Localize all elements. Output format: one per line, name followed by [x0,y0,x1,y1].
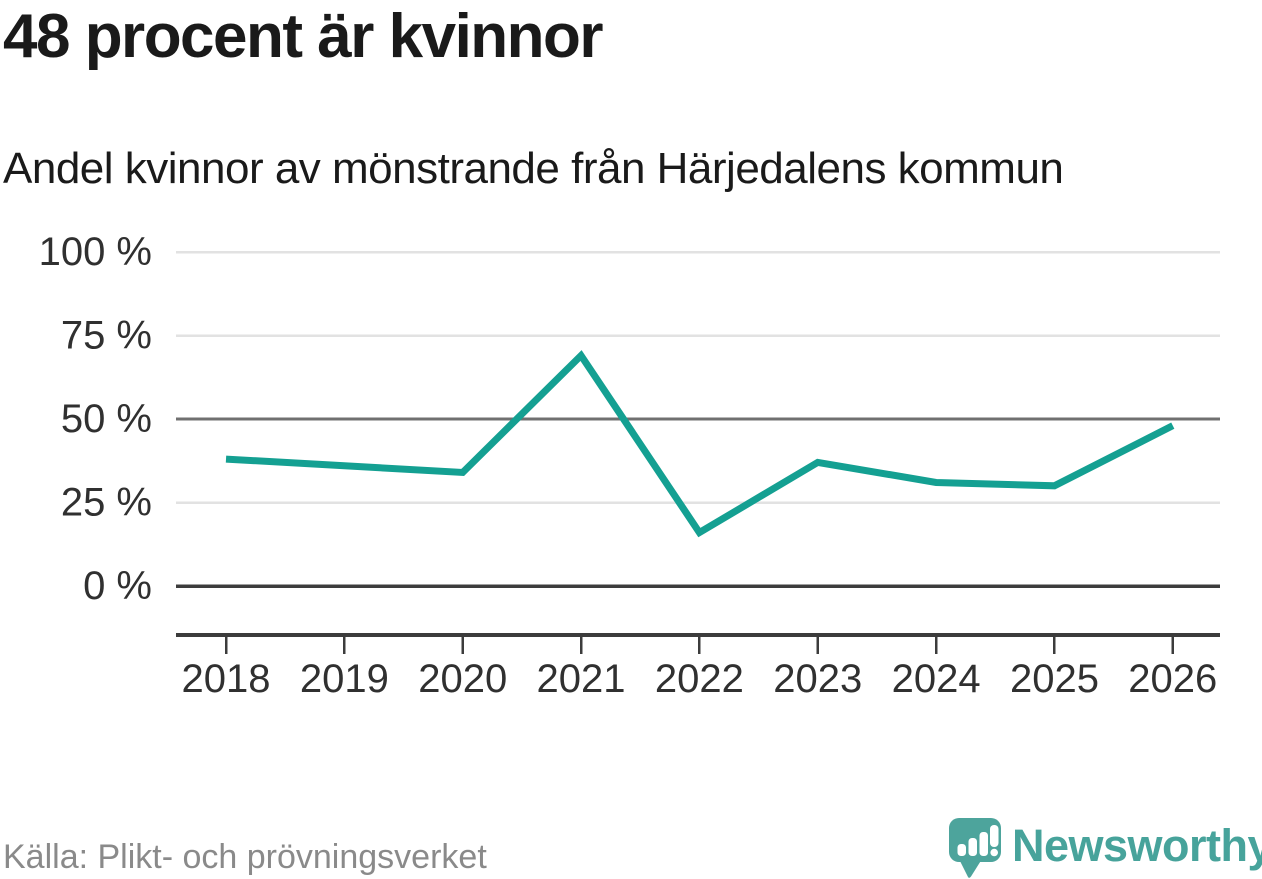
chart-subtitle: Andel kvinnor av mönstrande från Härjeda… [3,144,1064,193]
x-axis-tick-label: 2026 [1128,657,1217,701]
x-axis-tick-label: 2023 [773,657,862,701]
x-axis-tick-label: 2022 [655,657,744,701]
y-axis-tick-label: 0 % [83,564,152,608]
newsworthy-logo: Newsworthy [948,815,1262,879]
y-axis-tick-label: 50 % [61,397,152,441]
x-axis-tick-label: 2020 [418,657,507,701]
x-axis-tick-label: 2024 [892,657,981,701]
series-line [225,350,1175,538]
y-axis-tick-label: 25 % [61,481,152,525]
chart-title: 48 procent är kvinnor [3,2,604,71]
newsworthy-icon [949,818,1001,878]
y-axis-tick-label: 75 % [61,314,152,358]
x-axis-tick-label: 2018 [182,657,271,701]
x-axis-tick-label: 2019 [300,657,389,701]
x-axis-tick-label: 2021 [537,657,626,701]
source-label: Källa: Plikt- och prövningsverket [3,838,487,876]
x-axis-tick-label: 2025 [1010,657,1099,701]
newsworthy-wordmark: Newsworthy [1012,820,1262,871]
y-axis-tick-label: 100 % [39,230,152,274]
